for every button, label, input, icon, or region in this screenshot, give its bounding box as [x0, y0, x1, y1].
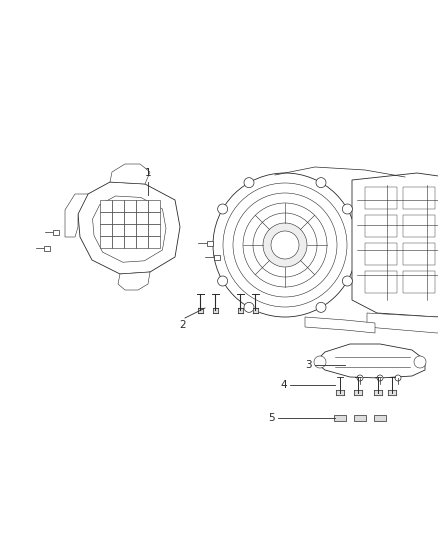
Bar: [207, 240, 213, 246]
Circle shape: [244, 302, 254, 312]
Polygon shape: [315, 344, 425, 378]
Circle shape: [343, 204, 352, 214]
Bar: [124, 236, 136, 248]
Polygon shape: [305, 317, 375, 333]
Bar: [148, 212, 160, 224]
Circle shape: [314, 356, 326, 368]
Bar: [100, 236, 112, 248]
Circle shape: [244, 177, 254, 188]
Bar: [112, 224, 124, 236]
Circle shape: [316, 177, 326, 188]
Bar: [136, 224, 148, 236]
Bar: [124, 224, 136, 236]
Circle shape: [377, 375, 383, 381]
Text: 2: 2: [180, 320, 186, 330]
Text: 1: 1: [145, 168, 151, 178]
Bar: [100, 200, 112, 212]
Bar: [403, 187, 435, 209]
Bar: [100, 224, 112, 236]
Bar: [365, 215, 397, 237]
Circle shape: [218, 276, 228, 286]
Bar: [136, 200, 148, 212]
Circle shape: [213, 173, 357, 317]
Bar: [403, 243, 435, 265]
Polygon shape: [352, 173, 438, 317]
Bar: [365, 243, 397, 265]
Bar: [53, 230, 59, 235]
Bar: [354, 415, 366, 421]
Polygon shape: [65, 194, 88, 237]
Bar: [44, 246, 50, 251]
Text: 3: 3: [305, 360, 312, 370]
Polygon shape: [367, 307, 438, 333]
Polygon shape: [118, 272, 150, 290]
Text: 5: 5: [268, 413, 275, 423]
Bar: [112, 200, 124, 212]
Bar: [124, 200, 136, 212]
Bar: [334, 415, 346, 421]
Bar: [148, 200, 160, 212]
Bar: [136, 212, 148, 224]
Circle shape: [395, 375, 401, 381]
Bar: [365, 271, 397, 293]
Bar: [100, 212, 112, 224]
Bar: [403, 215, 435, 237]
Polygon shape: [110, 164, 150, 184]
Bar: [148, 224, 160, 236]
Circle shape: [271, 231, 299, 259]
Bar: [112, 212, 124, 224]
Bar: [365, 187, 397, 209]
Bar: [403, 271, 435, 293]
Bar: [136, 236, 148, 248]
Circle shape: [343, 276, 352, 286]
Bar: [148, 236, 160, 248]
Circle shape: [357, 375, 363, 381]
Text: 4: 4: [280, 380, 287, 390]
Bar: [214, 254, 220, 260]
Circle shape: [414, 356, 426, 368]
Circle shape: [316, 302, 326, 312]
Circle shape: [218, 204, 228, 214]
Polygon shape: [78, 182, 180, 274]
Bar: [112, 236, 124, 248]
Bar: [374, 415, 386, 421]
Bar: [124, 212, 136, 224]
Circle shape: [263, 223, 307, 267]
